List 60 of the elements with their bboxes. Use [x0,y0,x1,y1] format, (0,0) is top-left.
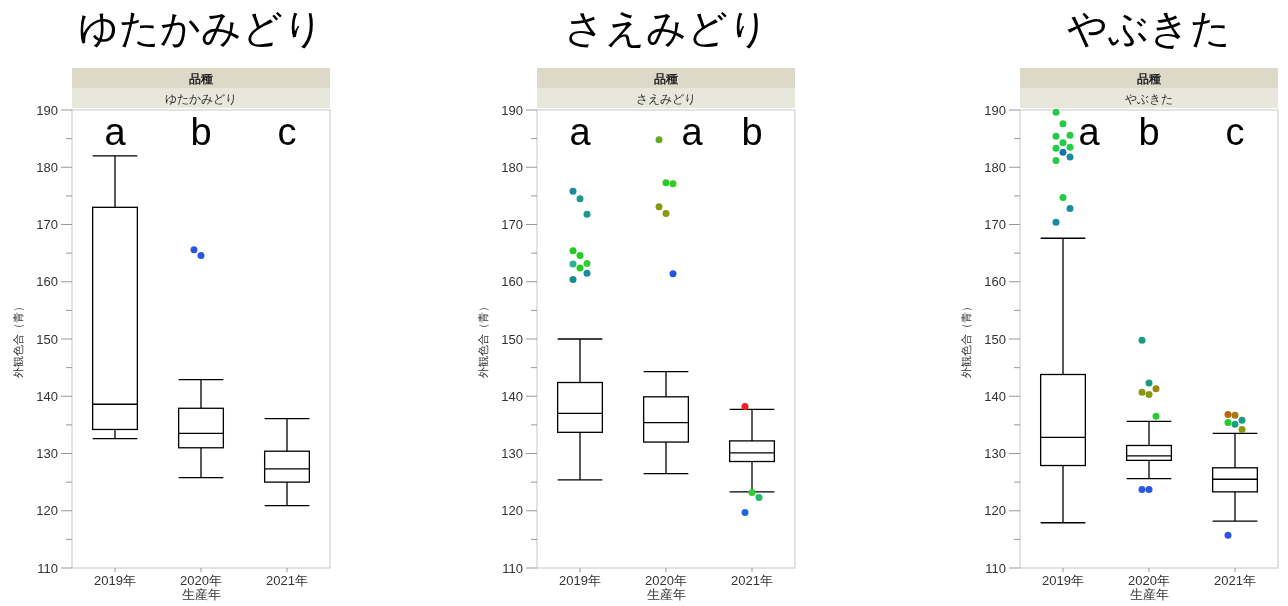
y-tick-label: 140 [984,388,1006,404]
text: ゆたかみどり [165,92,237,106]
y-tick-label: 110 [502,560,523,576]
y-tick-label: 190 [984,102,1006,118]
x-tick-label: 2019年 [94,573,136,588]
y-tick-label: 120 [36,503,58,519]
x-tick-label: 2019年 [1042,573,1084,588]
y-tick-label: 130 [36,446,58,461]
y-tick-label: 110 [985,560,1006,576]
y-tick-label: 160 [501,274,523,290]
chart-title: やぶきた [1067,6,1231,50]
x-tick-label: 2020年 [1128,573,1170,588]
y-tick-label: 130 [984,446,1006,461]
y-tick-label: 180 [36,159,58,175]
chart-title: さえみどり [563,6,769,50]
y-axis-title: 外観色合（青） [477,300,489,378]
y-tick-label: 150 [984,331,1006,347]
y-tick-label: 140 [36,388,58,404]
chart-subtitle: 品種 [189,72,213,86]
y-tick-label: 150 [36,331,58,347]
y-tick-label: 170 [36,217,58,232]
y-tick-label: 170 [501,217,523,232]
y-tick-label: 120 [984,503,1006,519]
chart-subtitle: 品種 [654,72,678,86]
annotation: b [190,110,212,153]
x-tick-label: 2021年 [731,573,773,588]
annotation: b [1138,110,1160,153]
y-tick-label: 160 [36,274,58,290]
y-tick-label: 130 [501,446,523,461]
x-tick-label: 2020年 [180,573,222,588]
x-tick-label: 2020年 [645,573,687,588]
annotation: a [104,110,127,153]
text: さえみどり [636,92,696,106]
x-axis-title: 生産年 [181,587,221,602]
chart-title: ゆたかみどり [78,6,324,50]
x-axis-title: 生産年 [646,587,686,602]
annotation: b [741,110,763,153]
y-tick-label: 170 [984,217,1006,232]
y-tick-label: 190 [36,102,58,118]
x-tick-label: 2021年 [266,573,308,588]
text: やぶきた [1125,92,1173,106]
y-axis-title: 外観色合（青） [960,300,972,378]
y-tick-label: 120 [501,503,523,519]
annotation: a [681,110,704,153]
y-tick-label: 180 [501,159,523,175]
y-tick-label: 140 [501,388,523,404]
chart-subtitle: 品種 [1137,72,1161,86]
x-tick-label: 2019年 [559,573,601,588]
x-axis-title: 生産年 [1129,587,1169,602]
y-tick-label: 110 [37,560,58,576]
annotation: c [1225,110,1245,153]
annotation: c [277,110,297,153]
annotation: a [1078,110,1101,153]
y-tick-label: 150 [501,331,523,347]
y-tick-label: 160 [984,274,1006,290]
y-tick-label: 180 [984,159,1006,175]
y-axis-title: 外観色合（青） [12,300,24,378]
y-tick-label: 190 [501,102,523,118]
x-tick-label: 2021年 [1214,573,1256,588]
annotation: a [569,110,592,153]
